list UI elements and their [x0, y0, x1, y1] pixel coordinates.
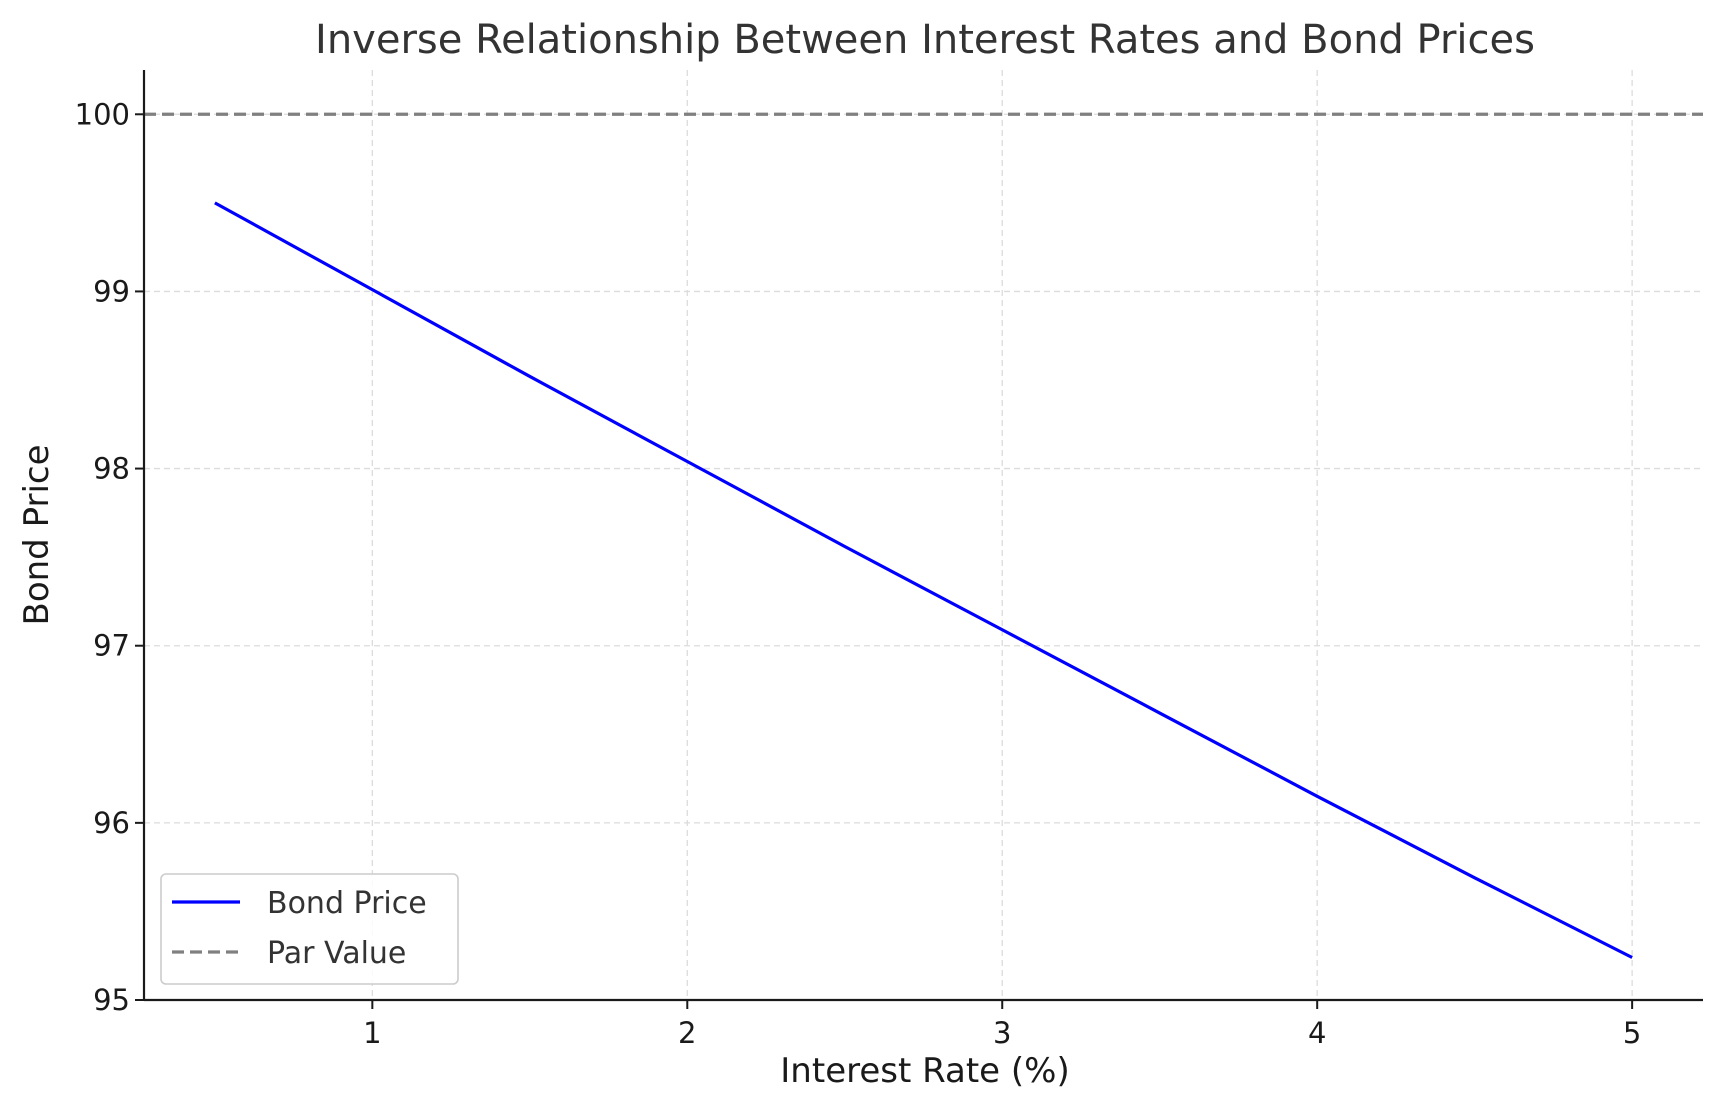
y-tick-label: 98: [93, 452, 130, 486]
grid: [144, 70, 1703, 1001]
y-tick-label: 96: [93, 806, 130, 840]
legend-label-bond-price: Bond Price: [267, 886, 427, 921]
x-tick-label: 5: [1623, 1016, 1641, 1050]
bond-price-line: [214, 201, 1633, 959]
y-tick-label: 99: [93, 274, 130, 308]
x-tick-label: 3: [993, 1016, 1011, 1050]
ticks: 1 2 3 4 5 95 96 97 98 99 100: [75, 97, 1642, 1050]
x-tick-label: 2: [678, 1016, 696, 1050]
chart-title: Inverse Relationship Between Interest Ra…: [315, 17, 1535, 63]
y-axis-label: Bond Price: [17, 444, 57, 625]
y-tick-label: 97: [93, 629, 130, 663]
axes: [142, 70, 1703, 1002]
y-tick-label: 95: [93, 983, 130, 1017]
x-axis-label: Interest Rate (%): [780, 1051, 1069, 1091]
legend-label-par-value: Par Value: [267, 936, 406, 971]
y-tick-label: 100: [75, 97, 130, 131]
x-tick-label: 1: [363, 1016, 381, 1050]
legend: Bond Price Par Value: [160, 873, 459, 985]
series: [214, 201, 1633, 959]
x-tick-label: 4: [1308, 1016, 1326, 1050]
